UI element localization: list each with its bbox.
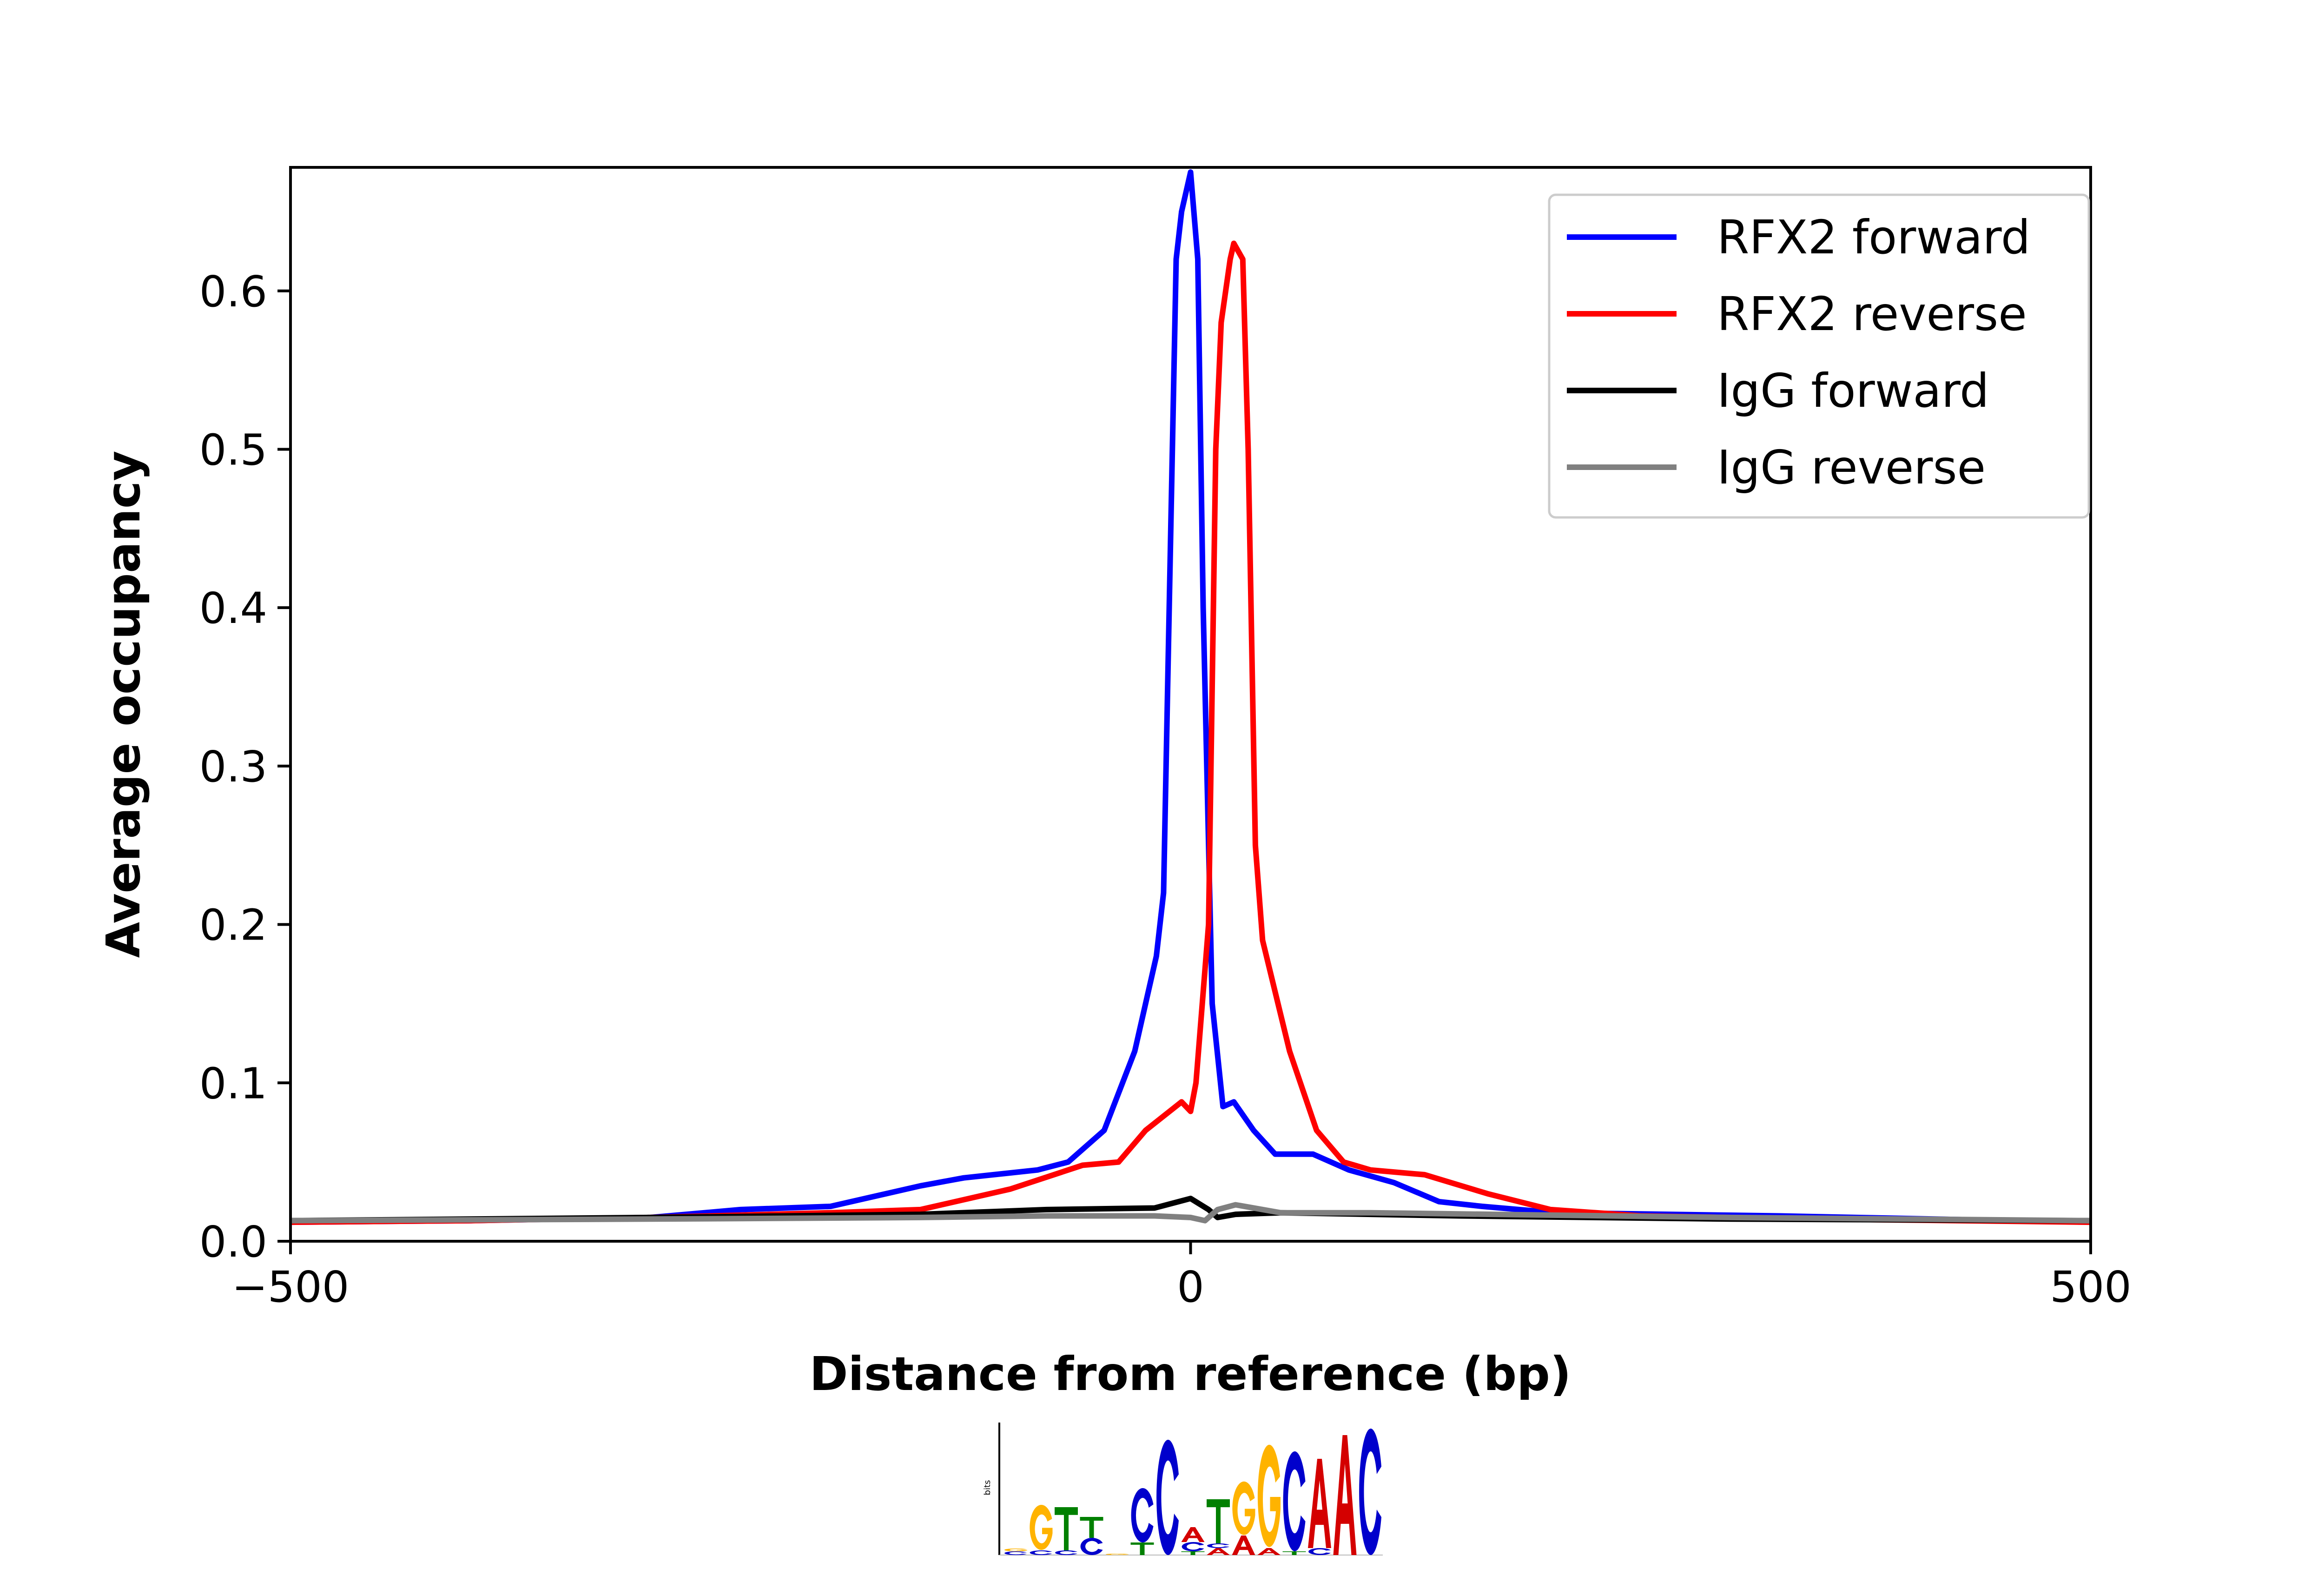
logo-letter-G [1030,1504,1053,1550]
series-line-rfx2-reverse [290,240,2091,1225]
series-line-igg-reverse [290,1202,2091,1224]
x-tick-label: 500 [2050,1262,2132,1312]
logo-letter-C [1182,1542,1204,1551]
y-tick-label: 0.4 [199,583,267,633]
logo-letter-T [1055,1507,1078,1550]
logo-letter-C [1080,1538,1103,1555]
logo-letter-A [1181,1527,1205,1542]
y-tick-label: 0.3 [199,742,267,792]
logo-letter-G [1232,1481,1255,1535]
logo-letter-T [1130,1542,1154,1555]
legend-label: RFX2 forward [1717,210,2030,265]
logo-letter-T [1207,1499,1230,1543]
logo-letter-C [1359,1429,1381,1555]
logo-letter-C [1030,1550,1052,1555]
y-tick-label: 0.2 [199,900,267,950]
legend-label: IgG reverse [1717,440,1986,495]
legend-item: RFX2 reverse [1567,287,2027,341]
logo-letter-T [1080,1517,1103,1538]
logo-letter-A [1232,1536,1255,1555]
logo-letter-A [1308,1459,1331,1548]
logo-letter-C [1156,1440,1179,1555]
logo-y-label: bits [983,1480,992,1496]
logo-letter-A [1333,1435,1357,1555]
x-tick-label: 0 [1177,1262,1204,1312]
logo-letter-G [1004,1548,1027,1551]
logo-letter-C [1131,1488,1154,1542]
legend-label: IgG forward [1717,364,1989,418]
legend-box [1548,193,2090,519]
logo-letter-C [1055,1550,1077,1555]
legend-item: RFX2 forward [1567,210,2030,265]
logo-letter-C [1308,1548,1331,1555]
legend-label: RFX2 reverse [1717,287,2027,341]
series-line-rfx2-forward [290,169,2091,1225]
logo-letter-G [1105,1553,1129,1555]
legend: RFX2 forward RFX2 reverse IgG forward IgG r… [1548,193,2090,519]
y-tick-label: 0.5 [199,425,267,475]
y-tick-label: 0.0 [199,1217,267,1267]
y-axis-label: Average occupancy [96,450,151,958]
x-tick-label: −500 [232,1262,350,1312]
legend-item: IgG forward [1567,364,1989,418]
logo-letter-C [1004,1551,1027,1555]
logo-letter-T [1181,1551,1205,1555]
logo-letter-C [1283,1451,1306,1551]
logo-letter-C [1207,1543,1229,1548]
logo-letter-A [1207,1548,1230,1555]
plot-lines [290,169,2091,1225]
legend-item: IgG reverse [1567,440,1986,495]
y-tick-label: 0.6 [199,267,267,317]
logo-letter-G [1257,1444,1281,1547]
motif-logo: bits [983,1423,1383,1556]
logo-letter-A [1257,1548,1281,1555]
ticks: −500 0 500 0.0 0.1 0.2 0.3 0.4 0.5 0.6 [199,267,2132,1312]
y-tick-label: 0.1 [199,1059,267,1108]
x-axis-label: Distance from reference (bp) [809,1347,1571,1401]
logo-letter-T [1282,1551,1306,1555]
